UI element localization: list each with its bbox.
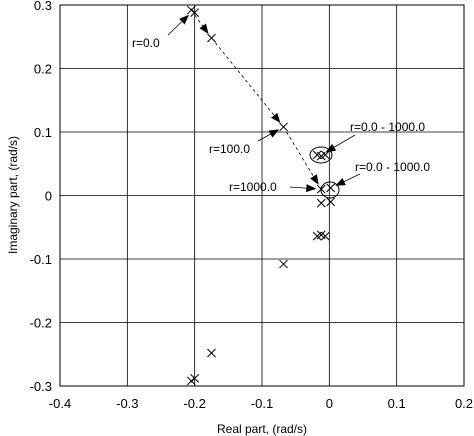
annotation-label: r=1000.0: [229, 180, 277, 194]
x-tick-label: -0.3: [116, 396, 138, 411]
annotations: r=0.0 r=100.0 r=1000.0 r=0.0 - 1000.0 r=0.0 …: [132, 14, 430, 194]
trajectory-segment: [194, 14, 209, 34]
data-points: [186, 5, 336, 386]
data-point-x: [320, 231, 330, 241]
x-tick-label: -0.1: [251, 396, 273, 411]
data-point-x: [279, 259, 288, 269]
x-tick-label: 0: [326, 396, 333, 411]
data-point-x: [326, 197, 336, 207]
data-point-x: [316, 184, 326, 194]
y-tick-label: 0: [45, 189, 52, 204]
plot-frame: [59, 4, 465, 387]
trajectory-segment: [286, 131, 319, 185]
y-tick-label: -0.1: [30, 252, 52, 267]
y-tick-label: 0.1: [34, 125, 52, 140]
data-point-x: [207, 348, 216, 358]
grid-lines: [60, 5, 464, 386]
annotation-arrow: [335, 173, 361, 186]
x-axis-title: Real part, (rad/s): [217, 422, 307, 436]
data-point-x: [326, 183, 336, 193]
y-tick-label: -0.2: [30, 316, 52, 331]
data-point-x: [279, 122, 288, 132]
y-tick-label: 0.3: [34, 0, 52, 13]
annotation-arrow: [167, 14, 190, 36]
annotation-arrow: [257, 129, 280, 142]
x-tick-label: 0.2: [455, 396, 473, 411]
data-point-x: [207, 33, 216, 43]
annotation-label: r=0.0: [132, 36, 160, 50]
data-point-x: [186, 376, 196, 386]
annotation-label: r=0.0 - 1000.0: [355, 160, 430, 174]
trajectory-lines: [194, 14, 319, 185]
y-tick-label: 0.2: [34, 62, 52, 77]
annotation-arrow: [289, 184, 317, 193]
x-tick-label: -0.4: [49, 396, 71, 411]
y-axis-title: Imaginary part, (rad/s): [6, 136, 20, 254]
y-tick-label: -0.3: [30, 379, 52, 394]
x-tick-label: -0.2: [183, 396, 205, 411]
data-point-x: [190, 8, 200, 17]
annotation-arrow: [325, 134, 356, 153]
cluster-ellipse-upper: [309, 146, 333, 164]
trajectory-segment: [214, 42, 281, 124]
x-tick-label: 0.1: [388, 396, 406, 411]
annotation-label: r=100.0: [209, 142, 250, 156]
data-point-x: [316, 198, 326, 208]
tick-labels: -0.4 -0.3 -0.2 -0.1 0 0.1 0.2 0.3 0.2 0.1 0 -0.1 -0.…: [30, 0, 473, 411]
annotation-label: r=0.0 - 1000.0: [350, 120, 425, 134]
